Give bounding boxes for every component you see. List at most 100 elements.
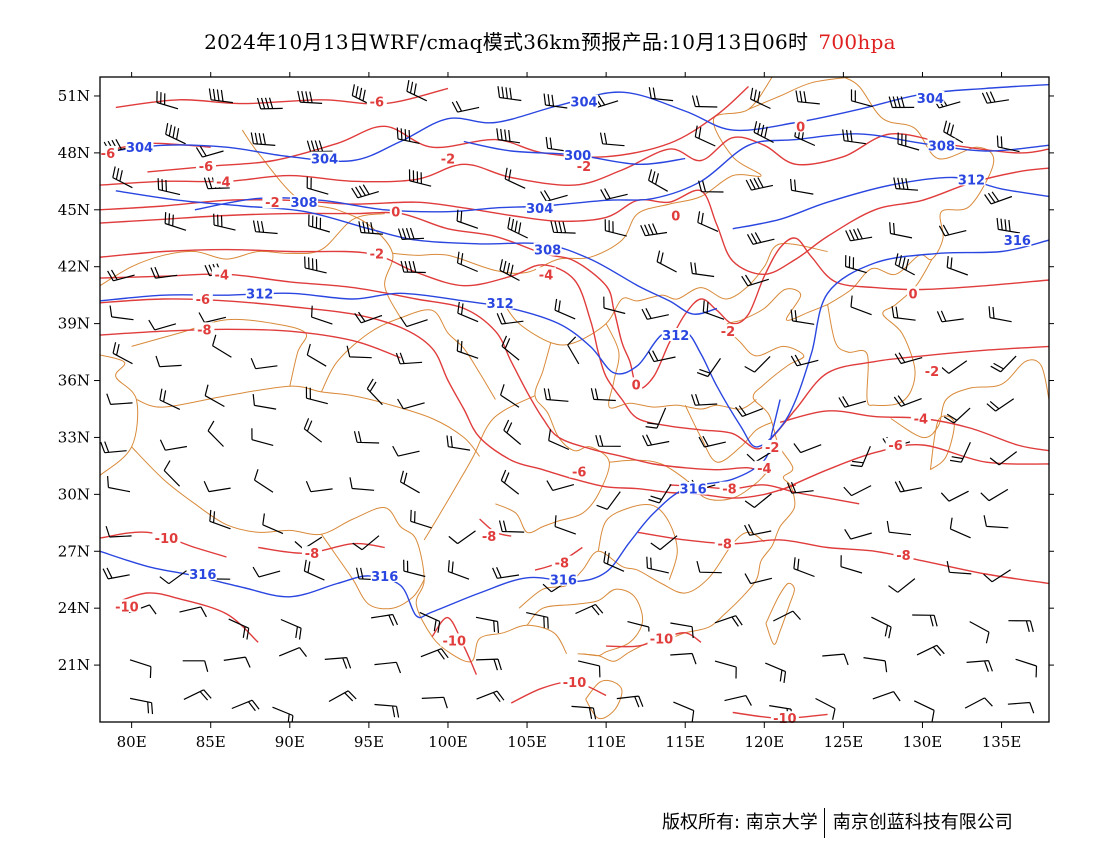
contour-label: 312 (246, 287, 273, 302)
wind-barb (129, 659, 152, 679)
wind-barb (888, 96, 915, 109)
wind-barb (980, 488, 1009, 502)
wind-barb (280, 618, 302, 640)
wind-barb (840, 555, 863, 574)
border-line (131, 318, 308, 387)
contour-label: 316 (1004, 234, 1031, 249)
wind-barb (351, 84, 373, 106)
contour-line (510, 681, 607, 704)
border-line (684, 404, 773, 463)
wind-barb (399, 470, 420, 494)
wind-barb (252, 220, 278, 235)
contour-label-bg (560, 675, 589, 689)
lon-tick-label: 130E (903, 733, 943, 751)
wind-barb (251, 428, 274, 446)
wind-barb (946, 560, 972, 575)
copyright-separator (823, 808, 825, 838)
wind-barb (949, 517, 971, 539)
contour-line (100, 399, 781, 619)
contour-label: 304 (570, 96, 597, 111)
contour-label: -6 (572, 466, 586, 481)
wind-barb (156, 91, 179, 110)
wind-barb (419, 611, 441, 633)
wind-barb (938, 224, 967, 237)
lat-tick-label: 39N (58, 315, 90, 333)
wind-barb (940, 490, 969, 502)
contour-label: 0 (908, 287, 917, 302)
contour-label: -2 (370, 247, 384, 262)
border-line (320, 309, 496, 400)
contour-label: 316 (550, 574, 577, 589)
contour-label-bg (679, 481, 708, 495)
lon-tick-label: 115E (665, 733, 705, 751)
contour-label-bg (290, 195, 319, 209)
wind-barb (499, 259, 520, 282)
contour-label: -8 (555, 557, 569, 572)
wind-barb (492, 567, 520, 579)
wind-barb (893, 395, 922, 407)
wind-barb (886, 520, 912, 536)
wind-barb (303, 559, 325, 581)
map-frame (99, 76, 1050, 723)
contour-label-bg (719, 481, 740, 495)
border-line (100, 213, 385, 287)
contour-label: -6 (101, 147, 115, 162)
map-title-main: 2024年10月13日WRF/cmaq模式36km预报产品:10月13日06时 (204, 30, 809, 54)
wind-barb (476, 658, 502, 671)
wind-barb (278, 647, 307, 657)
wind-barb (159, 388, 181, 410)
contour-label-bg (486, 295, 515, 309)
contour-label-bg (366, 94, 387, 108)
contour-label: 304 (311, 153, 338, 168)
contour-label: 308 (928, 139, 955, 154)
wind-barb (893, 177, 919, 191)
wind-barb (163, 460, 181, 487)
wind-barb (106, 393, 133, 405)
wind-barb (351, 184, 379, 199)
wind-barb (988, 306, 1012, 323)
wind-barb (303, 418, 323, 443)
wind-barb (746, 232, 775, 245)
wind-barb (912, 614, 938, 627)
contour-label-bg (916, 90, 945, 104)
wind-barb (698, 435, 726, 448)
wind-barb (306, 343, 327, 367)
contour-label-bg (112, 599, 141, 613)
wind-barb (358, 221, 384, 235)
lon-tick-label: 90E (275, 733, 305, 751)
lat-tick-label: 36N (58, 372, 90, 390)
wind-barb (447, 560, 470, 580)
wind-barb (640, 223, 668, 237)
lat-tick-label: 45N (58, 201, 90, 219)
lon-tick-label: 125E (824, 733, 864, 751)
wind-barb (500, 384, 520, 408)
wind-barb (650, 535, 678, 551)
border-line (827, 77, 995, 306)
wind-barb (845, 255, 867, 274)
wind-barb (793, 557, 815, 578)
wind-barb (735, 405, 764, 417)
wind-barb (795, 90, 820, 105)
lat-tick-label: 27N (58, 542, 90, 560)
wind-barb (306, 176, 329, 195)
contour-line (115, 87, 449, 109)
border-line (929, 415, 955, 471)
wind-barb (843, 485, 872, 497)
lon-tick-label: 85E (196, 733, 226, 751)
wind-barb (353, 431, 380, 444)
contour-label: -10 (443, 634, 467, 649)
contour-label-bg (479, 529, 500, 543)
contour-label-bg (195, 159, 216, 173)
contour-label: -6 (888, 439, 902, 454)
contour-label: 308 (534, 244, 561, 259)
contour-label: 316 (680, 483, 707, 498)
contour-line (147, 85, 749, 173)
wind-barb (891, 306, 916, 321)
wind-barb (212, 334, 232, 358)
wind-barb (897, 132, 920, 151)
wind-barb (496, 312, 524, 325)
contour-label: -8 (197, 323, 211, 338)
wind-barb (1008, 620, 1034, 633)
contour-label: -8 (722, 483, 736, 498)
wind-barb (871, 616, 892, 639)
